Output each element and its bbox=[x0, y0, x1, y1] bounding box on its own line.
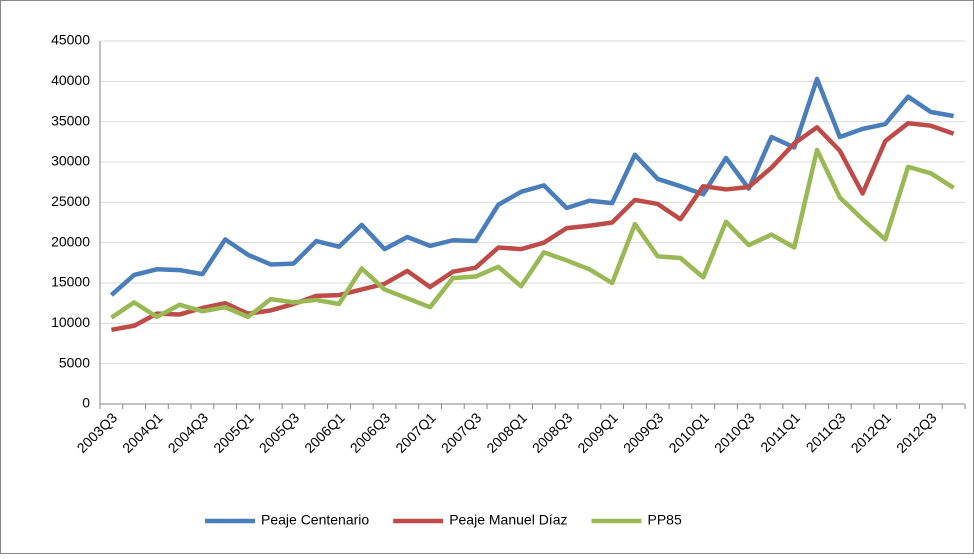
y-tick-label: 20000 bbox=[51, 233, 90, 249]
y-tick-label: 30000 bbox=[51, 153, 90, 169]
data-line bbox=[109, 76, 955, 297]
y-tick-label: 15000 bbox=[51, 274, 90, 290]
legend-label: PP85 bbox=[647, 512, 681, 528]
y-tick-label: 45000 bbox=[51, 32, 90, 48]
y-tick-label: 5000 bbox=[59, 354, 90, 370]
y-tick-label: 25000 bbox=[51, 193, 90, 209]
y-tick-label: 10000 bbox=[51, 314, 90, 330]
y-tick-label: 40000 bbox=[51, 72, 90, 88]
y-tick-label: 0 bbox=[82, 395, 90, 411]
y-tick-label: 35000 bbox=[51, 112, 90, 128]
data-line bbox=[110, 147, 955, 320]
legend-label: Peaje Centenario bbox=[261, 512, 369, 528]
legend-label: Peaje Manuel Díaz bbox=[449, 512, 567, 528]
